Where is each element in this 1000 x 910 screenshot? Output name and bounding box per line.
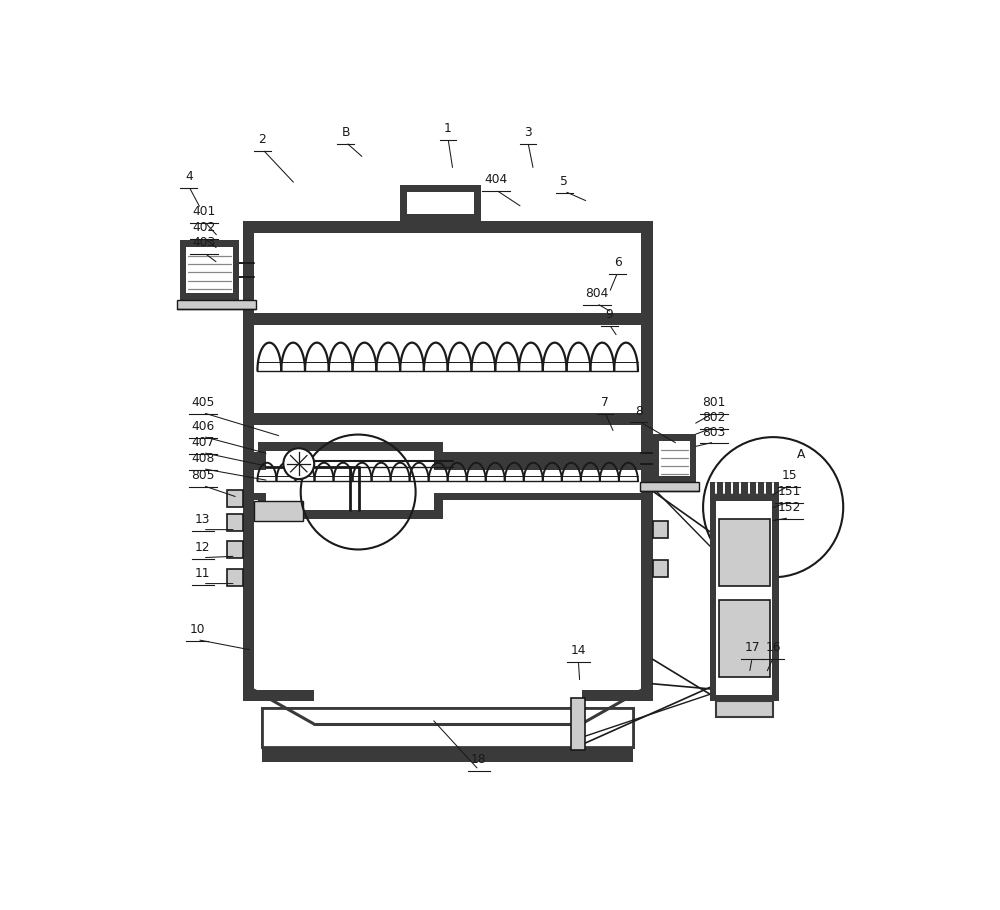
Text: 407: 407	[191, 436, 214, 449]
Bar	[719, 600, 770, 677]
Bar	[716, 501, 772, 695]
Bar	[254, 470, 641, 493]
Bar	[400, 185, 481, 221]
Bar	[227, 541, 243, 558]
Circle shape	[283, 449, 314, 480]
Text: 13: 13	[195, 513, 211, 526]
Bar	[314, 690, 582, 723]
Bar	[186, 247, 233, 294]
Text: 8: 8	[635, 405, 643, 418]
Text: 14: 14	[571, 644, 586, 657]
Bar	[254, 233, 641, 690]
Bar	[227, 569, 243, 586]
Text: 11: 11	[195, 567, 211, 580]
Bar	[177, 299, 256, 308]
Bar	[254, 501, 303, 521]
Bar	[227, 490, 243, 507]
Bar	[716, 702, 773, 717]
Text: 10: 10	[189, 623, 205, 636]
Bar	[653, 434, 696, 482]
Text: 404: 404	[484, 173, 507, 187]
Bar	[262, 708, 633, 747]
Bar	[653, 521, 668, 538]
Text: 4: 4	[185, 170, 193, 183]
Bar	[266, 450, 434, 511]
Text: B: B	[341, 126, 350, 138]
Text: 803: 803	[703, 426, 726, 439]
Text: 12: 12	[195, 541, 211, 554]
Bar	[180, 240, 239, 299]
Bar	[653, 561, 668, 577]
Text: 403: 403	[193, 237, 216, 249]
Bar	[258, 442, 443, 519]
Bar	[243, 221, 653, 702]
Text: 6: 6	[614, 256, 621, 269]
Bar	[227, 514, 243, 531]
Bar	[254, 325, 641, 413]
Bar	[571, 698, 585, 751]
Bar	[640, 482, 699, 491]
Text: 802: 802	[703, 410, 726, 424]
Text: 804: 804	[585, 287, 608, 299]
Bar	[407, 192, 474, 214]
Text: 7: 7	[601, 396, 609, 410]
Text: 1: 1	[444, 122, 452, 135]
Text: 408: 408	[191, 452, 214, 465]
Text: 801: 801	[703, 396, 726, 410]
Text: 805: 805	[191, 469, 215, 482]
Text: 16: 16	[765, 642, 781, 654]
Bar	[262, 747, 633, 763]
Text: 17: 17	[744, 642, 760, 654]
Bar	[719, 519, 770, 586]
Text: 15: 15	[781, 469, 797, 482]
Text: 401: 401	[193, 205, 216, 217]
Text: 5: 5	[560, 175, 568, 187]
Bar	[262, 708, 633, 747]
Bar	[710, 495, 779, 702]
Bar	[659, 440, 690, 476]
Text: 405: 405	[191, 396, 214, 410]
Bar	[243, 313, 653, 325]
Bar	[710, 482, 779, 495]
Text: 406: 406	[191, 420, 214, 433]
Text: 152: 152	[778, 501, 801, 514]
Text: 9: 9	[605, 308, 613, 321]
Text: 18: 18	[471, 753, 487, 766]
Bar	[243, 413, 653, 424]
Text: 151: 151	[778, 485, 801, 498]
Text: A: A	[797, 448, 805, 461]
Text: 402: 402	[193, 221, 216, 234]
Bar	[243, 464, 653, 500]
Bar	[243, 452, 653, 464]
Text: 2: 2	[258, 133, 266, 146]
Text: 3: 3	[524, 126, 532, 138]
